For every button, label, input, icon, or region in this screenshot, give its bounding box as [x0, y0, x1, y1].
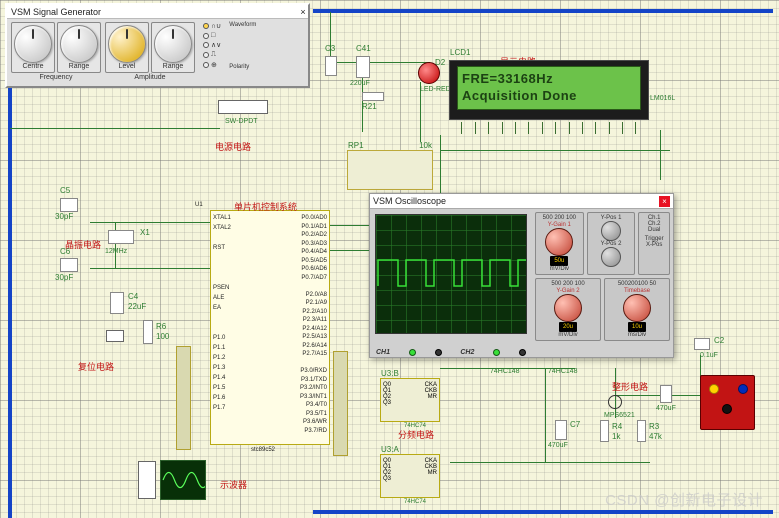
waveform-select[interactable]: ∩∪ □ ∧∨ ⎍ ⊕ [203, 22, 221, 69]
panel-ygain2[interactable]: 500 200 100 Y-Gain 2 20u mV/Div [535, 278, 601, 341]
crystal-x1[interactable] [108, 230, 134, 244]
siggen-title: VSM Signal Generator [11, 5, 101, 18]
lcd-line2: Acquisition Done [462, 87, 636, 104]
lcd-line1: FRE=33168Hz [462, 70, 636, 87]
led-d2[interactable] [418, 62, 440, 84]
watermark: CSDN @创新电子设计 [605, 489, 763, 510]
panel-mode[interactable]: Ch.1 Ch.2 Dual Trigger X-Pos [638, 212, 670, 275]
header-left[interactable] [176, 346, 191, 450]
chip-u1[interactable]: U1 stc89c52 XTAL1XTAL2RSTPSENALEEAP1.0P1… [210, 210, 330, 445]
oscilloscope-window[interactable]: VSM Oscilloscope × CH1 CH2 500 200 100 Y… [369, 193, 674, 358]
knob-centre[interactable] [14, 25, 52, 63]
divider-label: 分频电路 [398, 428, 434, 441]
oscview-label: 示波器 [220, 478, 247, 491]
ref-rp1: RP1 [348, 141, 364, 150]
shaping-label: 整形电路 [612, 380, 648, 393]
chip-u3b[interactable]: U3:B Q0Q1Q2Q3 CKACKBMR [380, 378, 440, 422]
knob-timebase[interactable] [623, 294, 651, 322]
power-label: 电源电路 [215, 140, 251, 153]
signal-connector[interactable] [700, 375, 755, 430]
xtal-label: 晶振电路 [65, 238, 101, 251]
switch-dpdt[interactable] [218, 100, 268, 114]
cap-c2[interactable] [694, 338, 710, 350]
cap-c4[interactable] [110, 292, 124, 314]
knob-ypos2[interactable] [601, 247, 621, 267]
part-u1: stc89c52 [251, 447, 275, 453]
knob-ygain1[interactable] [545, 228, 573, 256]
lcd-pins [449, 122, 649, 136]
transistor-q[interactable] [608, 395, 622, 409]
knob-level[interactable] [108, 25, 146, 63]
signal-generator-window[interactable]: VSM Signal Generator × Centre Range Freq… [5, 3, 310, 88]
knob-range-amp[interactable] [154, 25, 192, 63]
cap-c7[interactable] [555, 420, 567, 440]
knob-range-freq[interactable] [60, 25, 98, 63]
mini-scope[interactable] [160, 460, 206, 500]
chip-rp1[interactable]: RP1 10k [347, 150, 433, 190]
scope-screen[interactable] [375, 214, 527, 334]
ref-u1: U1 [195, 202, 203, 208]
reset-button[interactable] [106, 330, 124, 342]
panel-trigger[interactable]: Y-Pos 1 Y-Pos 2 [587, 212, 636, 275]
cap-c3[interactable] [325, 56, 337, 76]
knob-ypos1[interactable] [601, 221, 621, 241]
channel-row: CH1 CH2 [376, 349, 526, 356]
chip-u3a[interactable]: U3:A Q0Q1Q2Q3 CKACKBMR [380, 454, 440, 498]
mcu-label: 单片机控制系统 [234, 200, 297, 213]
siggen-close-icon[interactable]: × [298, 5, 308, 18]
header-right[interactable] [333, 351, 348, 456]
res-r6[interactable] [143, 320, 153, 344]
left-bus [8, 75, 12, 518]
osc-close-icon[interactable]: × [659, 196, 670, 207]
panel-timebase[interactable]: 500200100 50 Timebase 10u ms/Div [604, 278, 670, 341]
reset-label: 复位电路 [78, 360, 114, 373]
probe-connector[interactable] [138, 461, 156, 499]
res-r21[interactable] [362, 92, 384, 101]
panel-ygain1[interactable]: 500 200 100 Y-Gain 1 50u mV/Div [535, 212, 584, 275]
top-bus [313, 9, 773, 13]
res-r4[interactable] [600, 420, 609, 442]
bottom-bus [313, 510, 773, 514]
res-r3[interactable] [637, 420, 646, 442]
lcd-display[interactable]: FRE=33168Hz Acquisition Done [449, 60, 649, 120]
osc-title: VSM Oscilloscope [373, 196, 446, 206]
cap-c1[interactable] [660, 385, 672, 403]
cap-c5[interactable] [60, 198, 78, 212]
knob-ygain2[interactable] [554, 294, 582, 322]
cap-c6[interactable] [60, 258, 78, 272]
ref-lcd1: LCD1 [450, 48, 470, 57]
cap-c41[interactable] [356, 56, 370, 78]
